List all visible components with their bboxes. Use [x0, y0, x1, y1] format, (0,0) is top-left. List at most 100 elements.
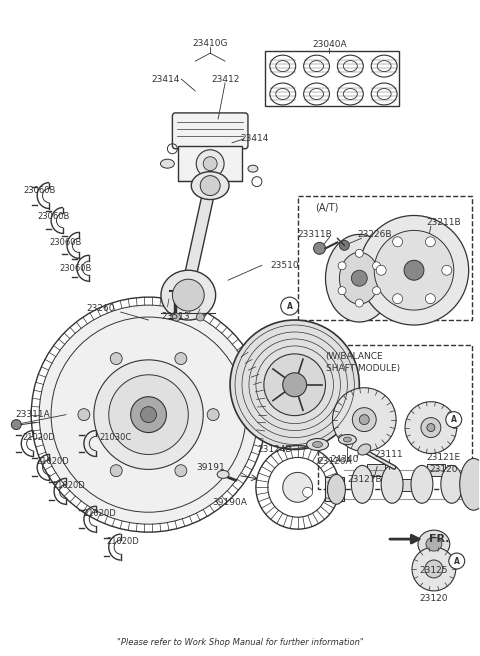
Circle shape — [412, 547, 456, 591]
Text: 23060B: 23060B — [50, 238, 82, 247]
Circle shape — [404, 260, 424, 280]
Circle shape — [338, 262, 346, 270]
Text: (W/BALANCE: (W/BALANCE — [325, 352, 383, 361]
Circle shape — [351, 270, 367, 286]
Circle shape — [425, 560, 443, 578]
Polygon shape — [182, 184, 216, 287]
Bar — [367, 464, 385, 476]
Circle shape — [172, 279, 204, 311]
Ellipse shape — [339, 253, 379, 304]
Text: 23120: 23120 — [430, 465, 458, 474]
Text: 23125: 23125 — [420, 567, 448, 575]
FancyBboxPatch shape — [318, 345, 472, 489]
Text: 23513: 23513 — [161, 312, 190, 321]
Circle shape — [283, 373, 307, 397]
Text: 21020D: 21020D — [53, 481, 85, 490]
Text: 23211B: 23211B — [427, 218, 461, 227]
FancyBboxPatch shape — [298, 195, 472, 320]
Text: 23121E: 23121E — [427, 453, 461, 462]
Circle shape — [372, 262, 381, 270]
Ellipse shape — [351, 465, 373, 503]
Bar — [427, 464, 445, 476]
Circle shape — [200, 176, 220, 195]
Circle shape — [374, 230, 454, 310]
Ellipse shape — [327, 474, 346, 504]
Text: 21020D: 21020D — [23, 433, 56, 442]
Text: FR.: FR. — [429, 534, 449, 544]
Circle shape — [12, 420, 21, 430]
Text: "Please refer to Work Shop Manual for further information": "Please refer to Work Shop Manual for fu… — [117, 638, 363, 647]
Text: A: A — [454, 556, 460, 565]
Text: (A/T): (A/T) — [315, 203, 339, 213]
Circle shape — [283, 472, 312, 502]
Circle shape — [109, 375, 188, 455]
Circle shape — [425, 237, 435, 247]
Ellipse shape — [325, 234, 393, 322]
Text: A: A — [451, 415, 456, 424]
Circle shape — [110, 464, 122, 477]
Ellipse shape — [160, 159, 174, 168]
Circle shape — [196, 150, 224, 178]
Ellipse shape — [358, 444, 371, 455]
Ellipse shape — [312, 441, 323, 447]
Circle shape — [196, 313, 204, 321]
Circle shape — [39, 305, 258, 524]
Ellipse shape — [248, 165, 258, 172]
Circle shape — [372, 287, 381, 295]
Circle shape — [207, 409, 219, 420]
Ellipse shape — [411, 465, 433, 503]
Ellipse shape — [426, 537, 442, 551]
Text: 23127B: 23127B — [347, 475, 382, 484]
Bar — [265, 51, 399, 106]
Bar — [179, 146, 242, 180]
Text: 23410G: 23410G — [192, 39, 228, 48]
Bar — [397, 480, 415, 491]
Text: 23311A: 23311A — [16, 410, 50, 419]
Circle shape — [302, 487, 312, 497]
Circle shape — [339, 240, 349, 251]
Ellipse shape — [460, 459, 480, 510]
Circle shape — [230, 320, 360, 449]
Text: 23060B: 23060B — [23, 186, 55, 195]
Circle shape — [393, 237, 403, 247]
Text: 23124B: 23124B — [258, 445, 292, 454]
Circle shape — [360, 215, 468, 325]
Circle shape — [442, 265, 452, 276]
Circle shape — [427, 424, 435, 432]
Text: 21030C: 21030C — [99, 433, 132, 442]
Circle shape — [449, 553, 465, 569]
Circle shape — [338, 287, 346, 295]
Text: 23111: 23111 — [375, 450, 404, 459]
Text: 23412: 23412 — [211, 75, 239, 83]
Circle shape — [203, 157, 217, 171]
Text: 21020D: 21020D — [36, 457, 70, 466]
Circle shape — [355, 249, 363, 257]
Circle shape — [175, 353, 187, 365]
Text: 23414: 23414 — [241, 134, 269, 143]
Text: 24340: 24340 — [330, 455, 359, 464]
Text: 23311B: 23311B — [297, 230, 332, 239]
Text: 23510: 23510 — [270, 261, 299, 270]
Ellipse shape — [381, 465, 403, 503]
Circle shape — [313, 242, 325, 255]
Circle shape — [333, 388, 396, 451]
Circle shape — [51, 317, 246, 512]
Ellipse shape — [338, 434, 356, 445]
Circle shape — [393, 294, 403, 304]
Ellipse shape — [161, 270, 216, 320]
FancyBboxPatch shape — [172, 113, 248, 149]
Text: 21020D: 21020D — [84, 508, 116, 518]
Circle shape — [264, 354, 325, 416]
Circle shape — [376, 265, 386, 276]
Text: 23040A: 23040A — [312, 40, 347, 49]
Text: 21020D: 21020D — [106, 537, 139, 546]
Circle shape — [425, 294, 435, 304]
Circle shape — [110, 353, 122, 365]
Circle shape — [175, 464, 187, 477]
Circle shape — [94, 360, 203, 470]
Circle shape — [281, 297, 299, 315]
Ellipse shape — [441, 465, 463, 503]
Circle shape — [421, 418, 441, 438]
Ellipse shape — [343, 437, 351, 442]
Text: SHAFT MODULE): SHAFT MODULE) — [325, 364, 400, 373]
